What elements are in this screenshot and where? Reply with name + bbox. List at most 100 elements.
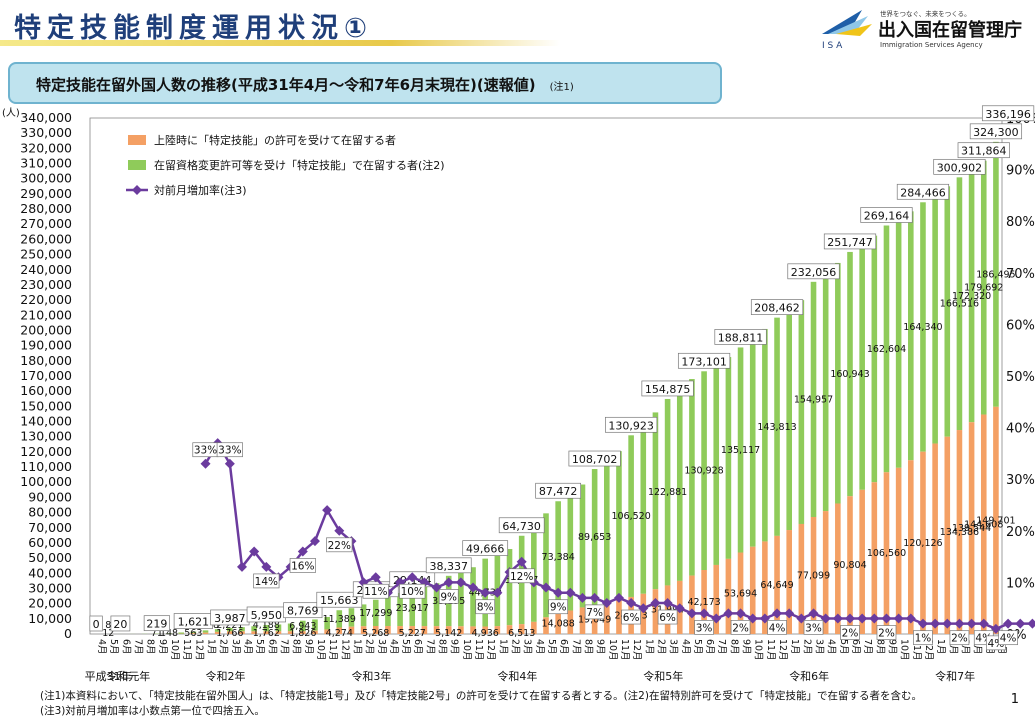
- bar-change: [737, 347, 744, 553]
- rate-marker: [407, 572, 418, 583]
- x-tick-label: 2月: [364, 639, 375, 655]
- bar-landing: [798, 523, 805, 634]
- data-label-total: 87,472: [539, 485, 578, 498]
- x-tick-label: 3月: [814, 639, 825, 655]
- rate-marker: [808, 608, 819, 619]
- x-tick-label: 4月: [242, 639, 253, 655]
- data-label-rate: 12%: [510, 571, 533, 583]
- x-tick-label: 9月: [303, 639, 314, 655]
- y-tick-label: 290,000: [20, 186, 72, 201]
- bar-change: [312, 619, 318, 631]
- y-tick-label: 120,000: [20, 444, 72, 459]
- bar-change: [385, 596, 391, 627]
- x-tick-label: 10月: [169, 639, 180, 661]
- legend-marker: [132, 185, 142, 195]
- rate-marker: [613, 592, 624, 603]
- footnote-3: (注3)対前月増加率は小数点第一位で四捨五入。: [40, 705, 265, 717]
- total-label-box: [605, 416, 658, 433]
- bar-landing: [214, 631, 221, 634]
- year-label: 令和元年: [106, 669, 150, 683]
- y-tick-label: 340,000: [20, 110, 72, 125]
- data-label-change: 164,340: [903, 322, 942, 333]
- rate-marker: [978, 618, 989, 629]
- y-tick-label: 140,000: [20, 414, 72, 429]
- data-label-landing: 64,649: [760, 580, 793, 591]
- year-label: 令和4年: [497, 669, 537, 683]
- bar-change: [676, 387, 683, 581]
- data-label-total: 219: [146, 618, 167, 631]
- y-tick-label: 320,000: [20, 140, 72, 155]
- data-label-landing: 120,126: [903, 538, 942, 549]
- bar-landing: [980, 414, 987, 634]
- data-label-change: 160,943: [830, 369, 869, 380]
- data-label-total: 1,621: [178, 616, 210, 629]
- bar-landing: [859, 489, 865, 634]
- x-tick-label: 6月: [120, 639, 131, 655]
- rate-marker: [480, 587, 491, 598]
- rate-label-box: [803, 620, 824, 635]
- bar-landing: [762, 541, 768, 634]
- legend-label: 上陸時に「特定技能」の許可を受けて在留する者: [154, 133, 396, 147]
- rate-marker: [966, 618, 977, 629]
- logo-letters: I S A: [822, 41, 843, 50]
- x-tick-label: 4月: [534, 639, 545, 655]
- y-tick-label: 310,000: [20, 156, 72, 171]
- bar-change: [664, 398, 671, 586]
- y2-tick-label: 30%: [1006, 473, 1035, 488]
- x-tick-label: 11月: [181, 639, 192, 661]
- x-tick-label: 5月: [546, 639, 557, 655]
- data-label-rate: 22%: [328, 540, 351, 552]
- total-label-box: [860, 207, 913, 223]
- rate-marker: [1027, 618, 1035, 629]
- bar-change: [579, 484, 586, 608]
- x-tick-label: 2月: [801, 639, 812, 655]
- data-label-total: 336,196: [985, 108, 1031, 121]
- data-label-total: 130,923: [608, 419, 654, 432]
- rate-label-box: [913, 630, 933, 646]
- bar-landing: [786, 530, 792, 634]
- x-tick-label: 4月: [388, 639, 399, 655]
- x-tick-label: 2月: [947, 639, 958, 655]
- rate-marker: [735, 608, 746, 619]
- rate-label-box: [657, 609, 678, 625]
- bar-landing: [227, 631, 233, 634]
- bar-landing: [871, 482, 878, 634]
- y-tick-label: 100,000: [20, 474, 72, 489]
- year-label: 令和5年: [643, 669, 683, 683]
- data-label-total: 208,462: [754, 302, 800, 315]
- bar-change: [287, 623, 294, 632]
- y-tick-label: 20,000: [28, 596, 72, 611]
- x-tick-label: 5月: [108, 639, 119, 655]
- bar-landing: [616, 599, 622, 634]
- x-tick-label: 10月: [899, 639, 910, 661]
- rate-marker: [334, 525, 345, 536]
- data-label-total: 324,300: [973, 126, 1019, 139]
- bar-landing: [701, 569, 707, 634]
- bar-change: [409, 589, 416, 627]
- bar-landing: [713, 564, 720, 634]
- bar-landing: [604, 602, 610, 634]
- bar-landing: [774, 535, 780, 634]
- y-tick-label: 250,000: [20, 247, 72, 262]
- data-label-rate: 2%: [951, 633, 968, 645]
- x-tick-label: 1月: [643, 639, 654, 655]
- y2-tick-label: 10%: [1006, 576, 1035, 591]
- bar-change: [348, 608, 355, 627]
- bar-change: [543, 513, 549, 618]
- data-label-total: 38,337: [429, 560, 468, 573]
- x-tick-label: 10月: [461, 639, 472, 661]
- total-label-box: [957, 142, 1010, 159]
- y-tick-label: 60,000: [28, 535, 72, 550]
- rate-marker: [686, 608, 697, 619]
- x-tick-label: 6月: [850, 639, 861, 655]
- rate-label-box: [876, 625, 897, 640]
- data-label-rate: 4%: [769, 622, 786, 634]
- data-label-total: 0: [93, 618, 100, 631]
- bar-landing: [202, 632, 209, 634]
- rate-marker: [905, 613, 916, 624]
- rate-marker: [601, 598, 612, 609]
- bar-change: [324, 617, 330, 630]
- bar-change: [920, 202, 926, 452]
- data-label-rate: 6%: [623, 612, 640, 624]
- data-label-rate: 14%: [255, 576, 278, 588]
